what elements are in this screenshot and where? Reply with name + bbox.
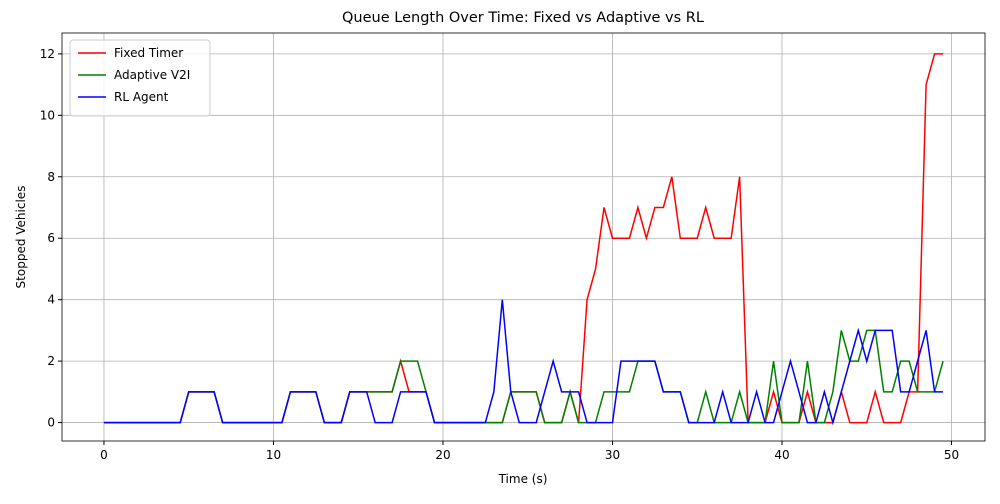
- x-tick-label: 50: [944, 448, 959, 462]
- y-tick-label: 0: [47, 416, 55, 430]
- x-tick-label: 40: [774, 448, 789, 462]
- x-tick-label: 20: [435, 448, 450, 462]
- y-tick-label: 6: [47, 231, 55, 245]
- plot-frame: [61, 32, 986, 442]
- chart-title: Queue Length Over Time: Fixed vs Adaptiv…: [342, 10, 704, 26]
- series-line: [103, 329, 944, 424]
- legend-label: Adaptive V2I: [114, 68, 190, 82]
- series-line: [103, 299, 944, 426]
- x-tick-label: 30: [605, 448, 620, 462]
- x-tick-label: 0: [100, 448, 108, 462]
- x-tick-label: 10: [266, 448, 281, 462]
- y-tick-label: 4: [47, 293, 55, 307]
- y-tick-label: 2: [47, 354, 55, 368]
- y-tick-label: 12: [40, 47, 55, 61]
- y-tick-label: 10: [40, 108, 55, 122]
- legend-label: Fixed Timer: [114, 46, 183, 60]
- y-axis-label: Stopped Vehicles: [14, 186, 28, 289]
- legend-label: RL Agent: [114, 90, 169, 104]
- x-axis-label: Time (s): [498, 472, 548, 486]
- y-tick-label: 8: [47, 170, 55, 184]
